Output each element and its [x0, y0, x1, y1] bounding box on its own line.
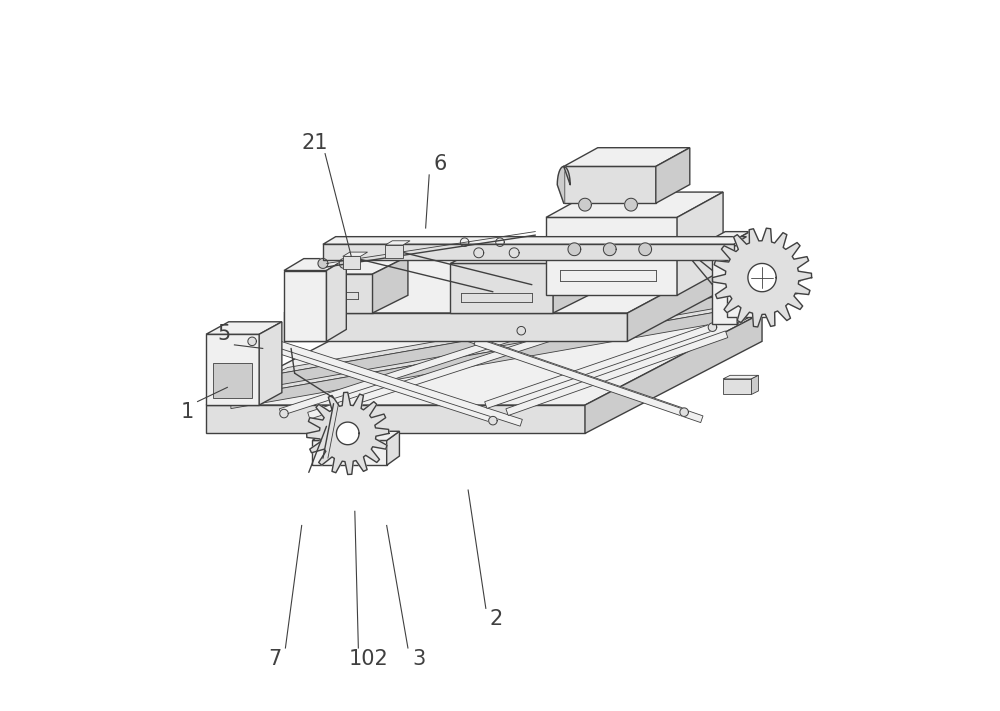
Polygon shape: [284, 259, 346, 270]
Polygon shape: [231, 298, 769, 397]
Polygon shape: [450, 244, 592, 264]
Polygon shape: [712, 239, 737, 324]
Text: 2: 2: [490, 609, 503, 629]
Polygon shape: [318, 259, 328, 268]
Polygon shape: [564, 148, 690, 166]
Polygon shape: [206, 334, 259, 405]
Polygon shape: [553, 244, 592, 313]
Polygon shape: [546, 192, 723, 218]
Polygon shape: [460, 238, 469, 247]
Polygon shape: [251, 338, 494, 422]
Polygon shape: [456, 331, 685, 415]
Polygon shape: [302, 274, 373, 313]
Polygon shape: [336, 422, 359, 445]
Text: 5: 5: [217, 324, 230, 344]
Polygon shape: [284, 270, 326, 341]
Polygon shape: [627, 260, 727, 341]
Polygon shape: [206, 313, 762, 405]
Polygon shape: [737, 232, 750, 324]
Polygon shape: [312, 441, 387, 465]
Polygon shape: [506, 331, 728, 415]
Polygon shape: [564, 166, 656, 203]
Polygon shape: [723, 379, 751, 395]
Polygon shape: [213, 363, 252, 398]
Polygon shape: [489, 417, 497, 425]
Polygon shape: [312, 432, 399, 441]
Polygon shape: [568, 243, 581, 256]
Polygon shape: [279, 341, 522, 426]
Polygon shape: [557, 166, 570, 203]
Polygon shape: [385, 241, 410, 245]
Polygon shape: [656, 148, 690, 203]
Polygon shape: [712, 228, 812, 327]
Text: 102: 102: [349, 648, 389, 668]
Text: 21: 21: [301, 133, 328, 153]
Polygon shape: [769, 246, 778, 316]
Polygon shape: [284, 260, 727, 313]
Polygon shape: [450, 264, 553, 313]
Polygon shape: [302, 257, 408, 274]
Polygon shape: [517, 326, 525, 335]
Polygon shape: [625, 198, 637, 211]
Polygon shape: [496, 238, 504, 247]
Polygon shape: [387, 432, 399, 465]
Polygon shape: [273, 282, 797, 386]
Polygon shape: [323, 237, 746, 245]
Polygon shape: [206, 405, 585, 434]
Polygon shape: [708, 323, 717, 331]
Polygon shape: [723, 375, 759, 379]
Polygon shape: [308, 334, 551, 419]
Polygon shape: [259, 322, 282, 405]
Polygon shape: [712, 232, 750, 239]
Polygon shape: [343, 252, 368, 257]
Polygon shape: [231, 305, 755, 409]
Text: 3: 3: [412, 648, 425, 668]
Polygon shape: [680, 408, 688, 417]
Polygon shape: [748, 264, 776, 292]
Polygon shape: [639, 243, 652, 256]
Polygon shape: [727, 253, 769, 316]
Text: 7: 7: [268, 648, 281, 668]
Polygon shape: [485, 324, 714, 408]
Polygon shape: [343, 257, 360, 269]
Polygon shape: [279, 331, 522, 415]
Polygon shape: [579, 198, 591, 211]
Polygon shape: [509, 248, 519, 258]
Polygon shape: [585, 313, 762, 434]
Polygon shape: [677, 192, 723, 295]
Text: 6: 6: [433, 154, 446, 174]
Polygon shape: [751, 375, 759, 395]
Polygon shape: [385, 245, 403, 258]
Polygon shape: [474, 338, 703, 422]
Polygon shape: [280, 410, 288, 418]
Polygon shape: [273, 275, 812, 375]
Text: 1: 1: [180, 402, 194, 422]
Polygon shape: [603, 243, 616, 256]
Polygon shape: [339, 259, 349, 268]
Polygon shape: [727, 246, 778, 253]
Polygon shape: [206, 322, 282, 334]
Polygon shape: [284, 313, 627, 341]
Polygon shape: [307, 392, 389, 474]
Polygon shape: [248, 337, 256, 346]
Polygon shape: [326, 259, 346, 341]
Polygon shape: [474, 248, 484, 258]
Polygon shape: [546, 218, 677, 295]
Polygon shape: [373, 257, 408, 313]
Polygon shape: [323, 245, 734, 260]
